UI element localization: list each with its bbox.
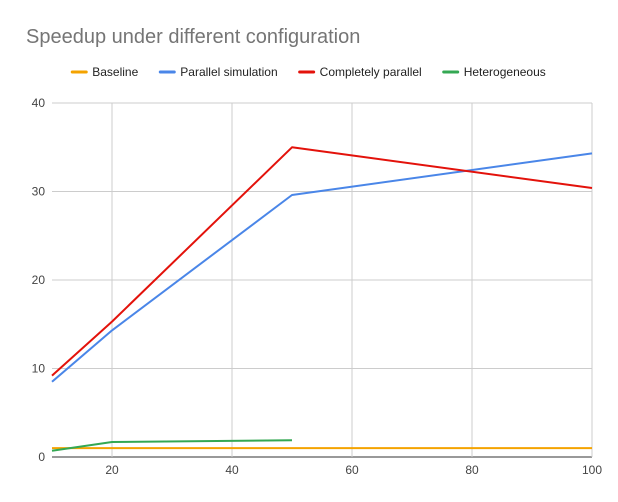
x-tick-label: 20	[105, 463, 119, 477]
y-tick-label: 0	[38, 450, 45, 464]
legend-label: Parallel simulation	[180, 65, 277, 79]
y-tick-label: 10	[32, 362, 46, 376]
x-tick-label: 100	[582, 463, 602, 477]
x-tick-label: 80	[465, 463, 479, 477]
chart-title: Speedup under different configuration	[26, 26, 361, 48]
legend-label: Baseline	[92, 65, 138, 79]
x-tick-label: 60	[345, 463, 359, 477]
legend-label: Completely parallel	[320, 65, 422, 79]
legend-label: Heterogeneous	[464, 65, 546, 79]
x-tick-label: 40	[225, 463, 239, 477]
y-tick-label: 30	[32, 185, 46, 199]
y-tick-label: 40	[32, 96, 46, 110]
series-line-heterogeneous	[51, 439, 293, 452]
series-line-completely-parallel	[51, 146, 593, 377]
series-line-parallel-simulation	[51, 152, 593, 383]
y-tick-label: 20	[32, 273, 46, 287]
